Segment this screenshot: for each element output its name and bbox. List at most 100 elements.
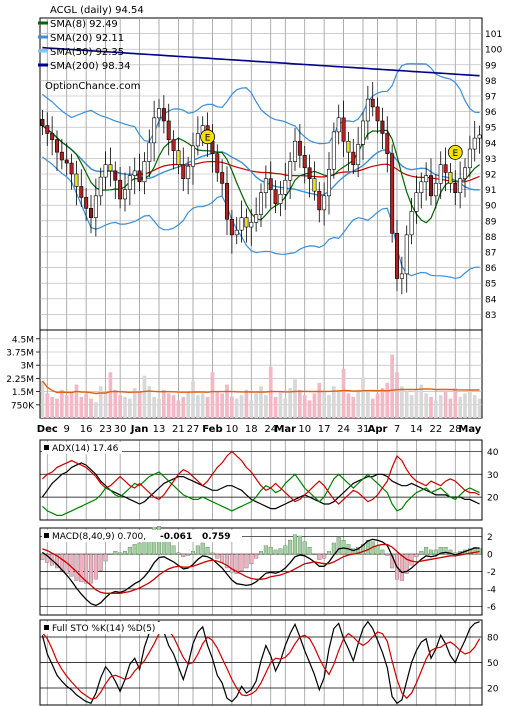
volume-bar [162,389,166,418]
adx-title: ADX(14) 17.46 [52,444,119,454]
volume-bar [390,354,394,418]
earnings-marker-label: E [452,149,458,159]
candle-body [312,178,317,192]
volume-bar [244,389,249,418]
candle-body [467,148,472,169]
candle-body [171,139,176,151]
candle-body [443,164,448,173]
volume-bar [64,395,69,418]
adx-frame [39,439,483,521]
volume-bar [293,379,297,418]
candle-body [414,192,419,212]
price-tick-label: 87 [485,249,496,259]
volume-bar [395,372,399,418]
x-tick-label: Apr [368,424,388,435]
candle-body [326,169,331,197]
x-tick-label: 16 [80,424,93,435]
candle-body [404,234,409,275]
macd-histogram-bar [200,542,205,555]
legend-entry: SMA(200) 98.34 [50,61,131,72]
candle-body [268,178,273,190]
candle-body [394,232,399,279]
volume-tick-label: 750K [11,401,35,411]
x-tick-label: 10 [298,424,311,435]
macd-histogram-bar [171,545,176,555]
candle-body [195,133,200,147]
candle-body [297,140,302,156]
candle-body [161,108,166,122]
volume-bar [225,384,229,418]
adx-series-di [41,450,480,505]
candle-body [288,161,293,181]
candle-body [477,134,482,139]
volume-bar [79,396,84,418]
candle-body [399,273,404,279]
macd-histogram-bar [123,551,127,555]
volume-bar [370,398,375,418]
candle-body [365,98,370,122]
x-tick-label: 24 [337,424,350,435]
x-tick-label: 31 [357,424,370,435]
candle-body [375,106,380,122]
volume-bar [191,381,195,418]
adx-tick-label: 20 [487,494,499,504]
candle-body [258,192,263,215]
candle-body [93,195,98,218]
price-panel: 83 84 85 86 87 88 89 90 91 92 93 94 95 96 97 98 99 100 101… [38,5,502,331]
x-tick-label: 14 [410,424,423,435]
candle-body [292,140,297,162]
volume-bar [210,372,215,418]
macd-histogram-bar [322,553,327,559]
macd-histogram-bar [365,540,370,555]
candle-body [419,181,424,194]
candle-body [351,151,356,165]
volume-bar [472,395,477,418]
sma200-line [42,46,480,77]
volume-bar [438,395,443,418]
macd-histogram-bar [273,549,278,555]
x-tick-label: 22 [429,424,442,435]
sto-tick-label: 50 [487,659,499,669]
candle-body [433,183,438,197]
macd-histogram-bar [59,553,64,571]
volume-bar [239,395,244,418]
macd-histogram-bar [142,540,147,555]
candle-body [40,119,45,126]
candle-body [181,164,186,179]
volume-bar [283,398,288,418]
sto-title: Full STO %K(14) %D(5) [52,624,155,634]
candle-body [74,173,79,187]
price-tick-label: 86 [485,264,497,274]
macd-histogram-bar [118,552,123,555]
volume-bar [60,389,64,418]
volume-bar [268,366,273,418]
volume-bar [196,395,200,418]
macd-histogram-bar [438,546,443,555]
macd-histogram-bar [191,551,195,555]
price-tick-label: 96 [485,108,497,118]
price-tick-label: 98 [485,77,497,87]
macd-histogram-bar [429,549,433,555]
volume-bar [288,388,292,418]
candle-body [336,117,341,133]
candle-body [239,217,244,231]
candle-body [346,140,351,153]
x-tick-label: May [458,424,481,435]
volume-bar [249,400,254,418]
macd-histogram-bar [127,546,132,555]
macd-histogram-bar [176,552,181,555]
candle-body [64,159,69,164]
candle-body [147,142,152,162]
volume-bar [205,396,210,418]
candle-body [317,190,322,211]
candle-body [458,178,463,194]
macd-histogram-bar [108,553,113,555]
candle-body [229,218,234,236]
macd-histogram-bar [229,553,234,573]
volume-bar [307,400,312,418]
volume-bar [55,398,59,418]
candle-body [191,145,196,167]
volume-bar [264,395,268,418]
macd-histogram-bar [414,553,419,558]
volume-bar [147,386,152,418]
